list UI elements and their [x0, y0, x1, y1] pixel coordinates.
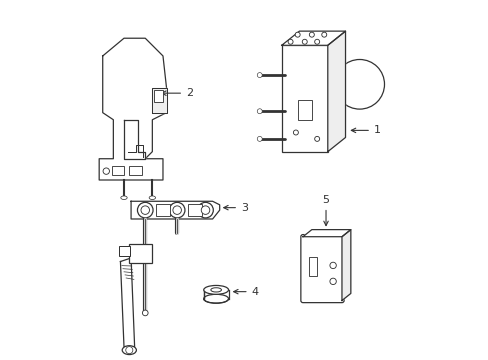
- Circle shape: [329, 278, 336, 284]
- Bar: [111, 166, 124, 175]
- Ellipse shape: [203, 294, 228, 303]
- Ellipse shape: [121, 196, 127, 199]
- Bar: [309, 257, 317, 276]
- Bar: [129, 166, 142, 175]
- Ellipse shape: [122, 346, 136, 355]
- Polygon shape: [327, 31, 345, 152]
- Text: 1: 1: [350, 125, 380, 135]
- Circle shape: [314, 136, 319, 141]
- Circle shape: [257, 73, 262, 77]
- Text: 3: 3: [223, 203, 247, 213]
- Circle shape: [295, 32, 300, 37]
- Bar: [129, 244, 152, 263]
- Circle shape: [137, 202, 153, 218]
- Polygon shape: [281, 31, 345, 45]
- Polygon shape: [131, 201, 219, 219]
- Circle shape: [197, 202, 213, 218]
- Text: 4: 4: [233, 287, 258, 297]
- Circle shape: [334, 59, 384, 109]
- Circle shape: [103, 168, 109, 174]
- Circle shape: [293, 130, 298, 135]
- Circle shape: [125, 347, 133, 354]
- Circle shape: [329, 262, 336, 269]
- Text: 2: 2: [162, 88, 193, 98]
- Bar: [187, 204, 202, 216]
- Bar: [154, 90, 163, 102]
- Circle shape: [321, 32, 326, 37]
- Ellipse shape: [210, 288, 221, 292]
- Circle shape: [302, 39, 306, 44]
- Polygon shape: [99, 38, 166, 180]
- Circle shape: [141, 206, 149, 215]
- Circle shape: [142, 310, 148, 316]
- Polygon shape: [124, 120, 145, 159]
- Circle shape: [201, 206, 209, 215]
- Text: 5: 5: [322, 195, 329, 226]
- Polygon shape: [120, 258, 134, 347]
- Circle shape: [314, 39, 319, 44]
- Ellipse shape: [203, 285, 228, 294]
- Circle shape: [173, 206, 181, 215]
- Circle shape: [169, 202, 184, 218]
- Polygon shape: [341, 230, 350, 301]
- Bar: [297, 100, 311, 120]
- Bar: [281, 45, 327, 152]
- Circle shape: [257, 109, 262, 114]
- Polygon shape: [303, 230, 350, 237]
- Circle shape: [309, 32, 314, 37]
- Circle shape: [287, 39, 292, 44]
- Bar: [119, 246, 130, 256]
- Bar: [156, 204, 170, 216]
- Ellipse shape: [149, 196, 155, 199]
- Circle shape: [257, 136, 262, 141]
- Polygon shape: [152, 88, 166, 113]
- FancyBboxPatch shape: [300, 235, 344, 303]
